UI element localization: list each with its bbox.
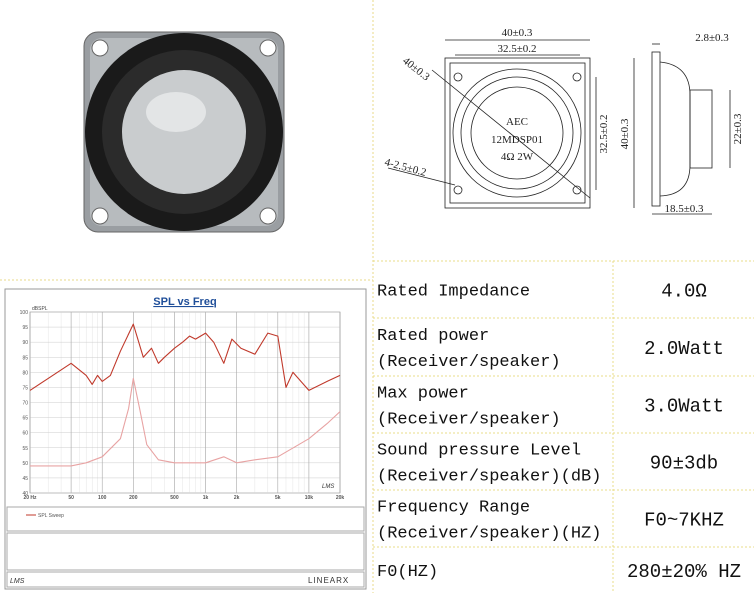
brand: AEC [506,116,528,128]
y-tick-label: 95 [22,325,28,331]
dim-label: 40±0.3 [619,118,631,149]
spec-label: Rated Impedance [377,283,530,302]
chart-brand: LMS [322,484,334,490]
y-tick-label: 70 [22,401,28,407]
notes-box [6,532,365,571]
x-tick-label: 200 [129,495,138,501]
x-tick-label: 100 [98,495,107,501]
rating: 4Ω 2W [501,151,534,163]
y-tick-label: 75 [22,385,28,391]
legend-label: SPL Sweep [38,513,64,519]
dim-label: 18.5±0.3 [664,203,704,215]
footer-vendor: LINEARX [308,576,349,585]
spec-value: 2.0Watt [644,338,724,360]
x-tick-label: 50 [68,495,74,501]
spl-chart: SPL vs FreqdBSPL100959085807570656055504… [10,296,349,585]
y-tick-label: 85 [22,355,28,361]
footer-box [6,571,365,588]
dim-label: 32.5±0.2 [497,43,536,55]
y-tick-label: 55 [22,446,28,452]
technical-drawing [387,39,731,215]
dim-label: 2.8±0.3 [695,32,729,44]
spl-curve [30,377,341,467]
footer-brand: LMS [10,578,25,585]
x-tick-label: 20k [336,495,345,501]
spec-value: 3.0Watt [644,396,724,418]
x-tick-label: 2k [234,495,240,501]
y-tick-label: 60 [22,431,28,437]
spec-label: (Receiver/speaker)(dB) [377,468,601,487]
speaker-photo [83,31,285,233]
x-tick-label: 5k [275,495,281,501]
spec-label: F0(HZ) [377,563,438,582]
spec-value: 280±20% HZ [627,561,741,583]
dim-label: 4-2.5±0.2 [383,156,427,179]
dim-label: 22±0.3 [732,113,744,144]
spec-table: Rated Impedance 4.0Ω Rated power (Receiver/… [373,260,754,593]
y-tick-label: 65 [22,416,28,422]
y-tick-label: 90 [22,340,28,346]
model: 12MDSP01 [491,134,543,146]
y-tick-label: 80 [22,370,28,376]
dim-label: 32.5±0.2 [598,114,610,153]
spec-value: 4.0Ω [661,281,707,303]
legend-box [6,506,365,532]
chart-title: SPL vs Freq [153,296,216,308]
spec-label: Max power [377,385,469,404]
dim-label: 40±0.3 [400,55,432,84]
dim-label: 40±0.3 [502,27,533,39]
spec-label: Sound pressure Level [377,442,581,461]
y-tick-label: 100 [20,310,29,316]
y-tick-label: 50 [22,461,28,467]
spl-curve [29,323,341,391]
spec-label: (Receiver/speaker) [377,411,561,430]
spec-label: Rated power [377,327,489,346]
y-axis-label: dBSPL [32,306,48,312]
spec-value: F0~7KHZ [644,510,724,532]
x-tick-label: 500 [170,495,179,501]
spec-value: 90±3db [650,453,718,475]
x-tick-label: 1k [203,495,209,501]
spec-label: Frequency Range [377,499,530,518]
y-tick-label: 45 [22,476,28,482]
x-tick-label: 10k [305,495,314,501]
spec-label: (Receiver/speaker) [377,353,561,372]
spec-label: (Receiver/speaker)(HZ) [377,525,601,544]
y-tick-label: 40 [22,491,28,497]
x-tick-label: 20 Hz [23,495,37,501]
